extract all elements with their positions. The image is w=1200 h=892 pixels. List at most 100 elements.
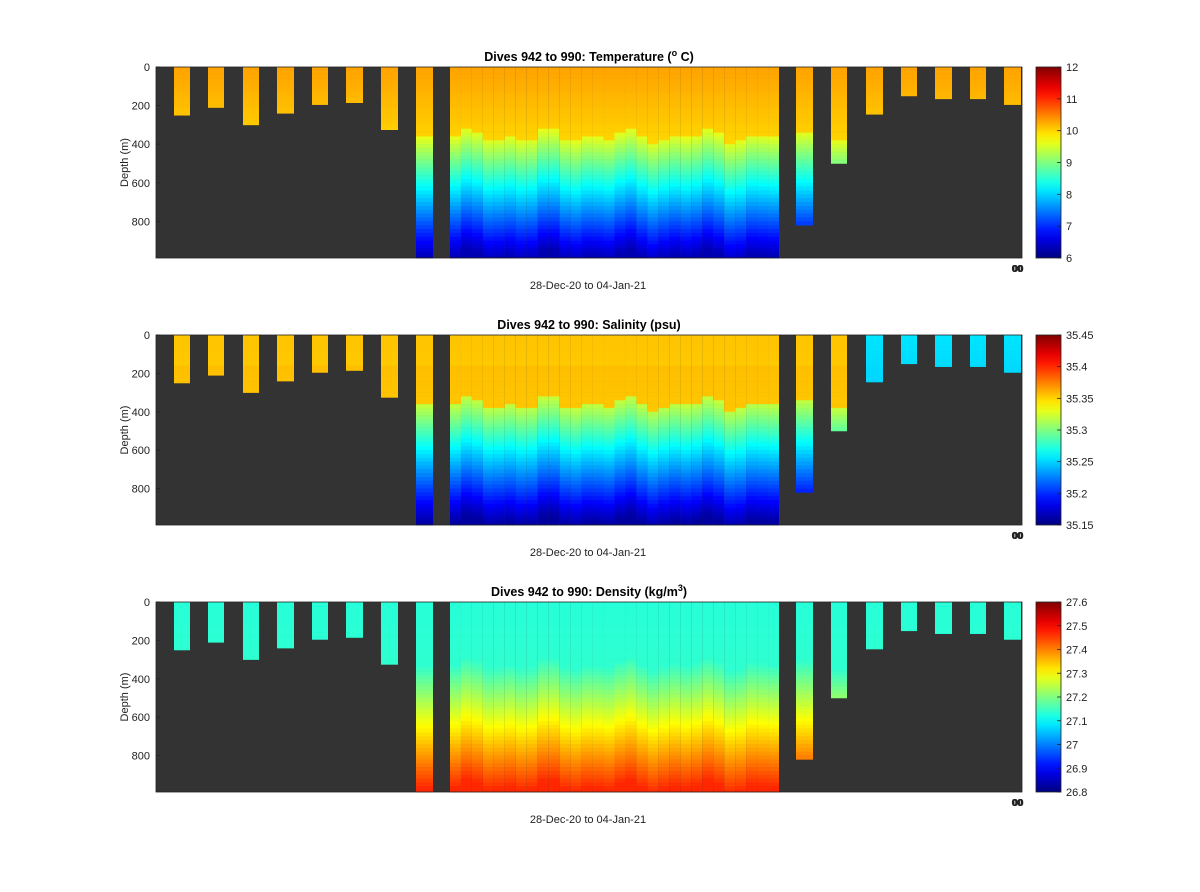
profile-cell [471,605,483,610]
profile-cell [647,667,659,672]
profile-cell [724,338,736,343]
profile-cell [658,503,670,509]
profile-cell [658,461,670,466]
profile-cell [537,194,549,199]
profile-cell [570,500,582,505]
profile-cell [277,105,294,110]
profile-cell [746,507,758,512]
profile-cell [724,377,736,382]
profile-cell [526,354,538,359]
profile-cell [526,724,538,729]
profile-cell [724,361,736,367]
profile-cell [515,774,527,779]
profile-cell [548,744,560,749]
profile-cell [680,446,692,451]
profile-cell [482,377,494,382]
profile-cell [735,178,747,184]
profile-cell [559,240,571,245]
profile-cell [691,605,703,610]
dive-profile [471,335,483,526]
profile-cell [312,628,328,634]
profile-cell [471,519,483,524]
profile-cell [559,178,571,184]
profile-cell [515,97,527,103]
profile-cell [614,625,626,630]
profile-cell [482,751,494,756]
profile-cell [277,613,294,618]
profile-cell [603,717,615,722]
profile-cell [680,671,692,676]
profile-cell [416,484,433,489]
profile-cell [713,446,725,451]
profile-cell [581,163,593,168]
profile-cell [724,90,736,95]
x-tick-label: 00 [1011,531,1023,542]
profile-cell [493,117,505,122]
profile-cell [636,686,648,691]
profile-cell [603,78,615,83]
profile-cell [658,690,670,695]
profile-cell [570,236,582,241]
profile-cell [460,78,472,83]
profile-cell [526,384,538,390]
profile-cell [548,109,560,114]
profile-cell [866,365,883,370]
profile-cell [757,132,769,137]
profile-cell [570,621,582,626]
profile-cell [277,609,294,614]
profile-cell [174,628,190,634]
profile-cell [450,477,461,482]
profile-cell [559,450,571,455]
profile-cell [537,694,549,699]
profile-cell [735,507,747,512]
profile-cell [312,609,328,614]
profile-cell [724,430,736,436]
profile-cell [603,786,615,791]
profile-cell [768,124,779,130]
profile-cell [592,361,604,367]
profile-cell [935,365,952,367]
profile-cell [277,101,294,106]
profile-cell [482,732,494,737]
profile-cell [669,469,681,474]
profile-cell [504,720,516,726]
profile-cell [603,659,615,664]
profile-cell [174,67,190,72]
profile-cell [471,256,483,259]
profile-cell [625,648,637,653]
profile-cell [526,690,538,695]
profile-cell [713,419,725,424]
profile-cell [570,697,582,703]
profile-cell [603,335,615,340]
profile-cell [691,457,703,462]
profile-cell [537,496,549,501]
profile-cell [482,369,494,374]
profile-cell [570,503,582,509]
dive-profiles [174,67,1021,259]
profile-cell [702,221,714,226]
dive-profile [570,67,582,259]
profile-cell [724,503,736,509]
profile-cell [482,625,494,630]
profile-cell [603,523,615,526]
profile-cell [669,713,681,718]
profile-cell [526,473,538,478]
profile-cell [460,94,472,99]
profile-cell [537,774,549,779]
profile-cell [713,342,725,347]
profile-cell [559,755,571,760]
profile-cell [515,682,527,687]
profile-cell [669,232,681,238]
profile-cell [526,496,538,501]
profile-cell [537,717,549,722]
profile-cell [768,151,779,157]
profile-cell [570,225,582,230]
profile-cell [493,701,505,706]
profile-cell [482,507,494,512]
profile-cell [768,136,779,141]
profile-cell [493,625,505,630]
profile-cell [493,225,505,230]
profile-cell [515,655,527,660]
profile-cell [796,97,813,103]
profile-cell [724,198,736,203]
